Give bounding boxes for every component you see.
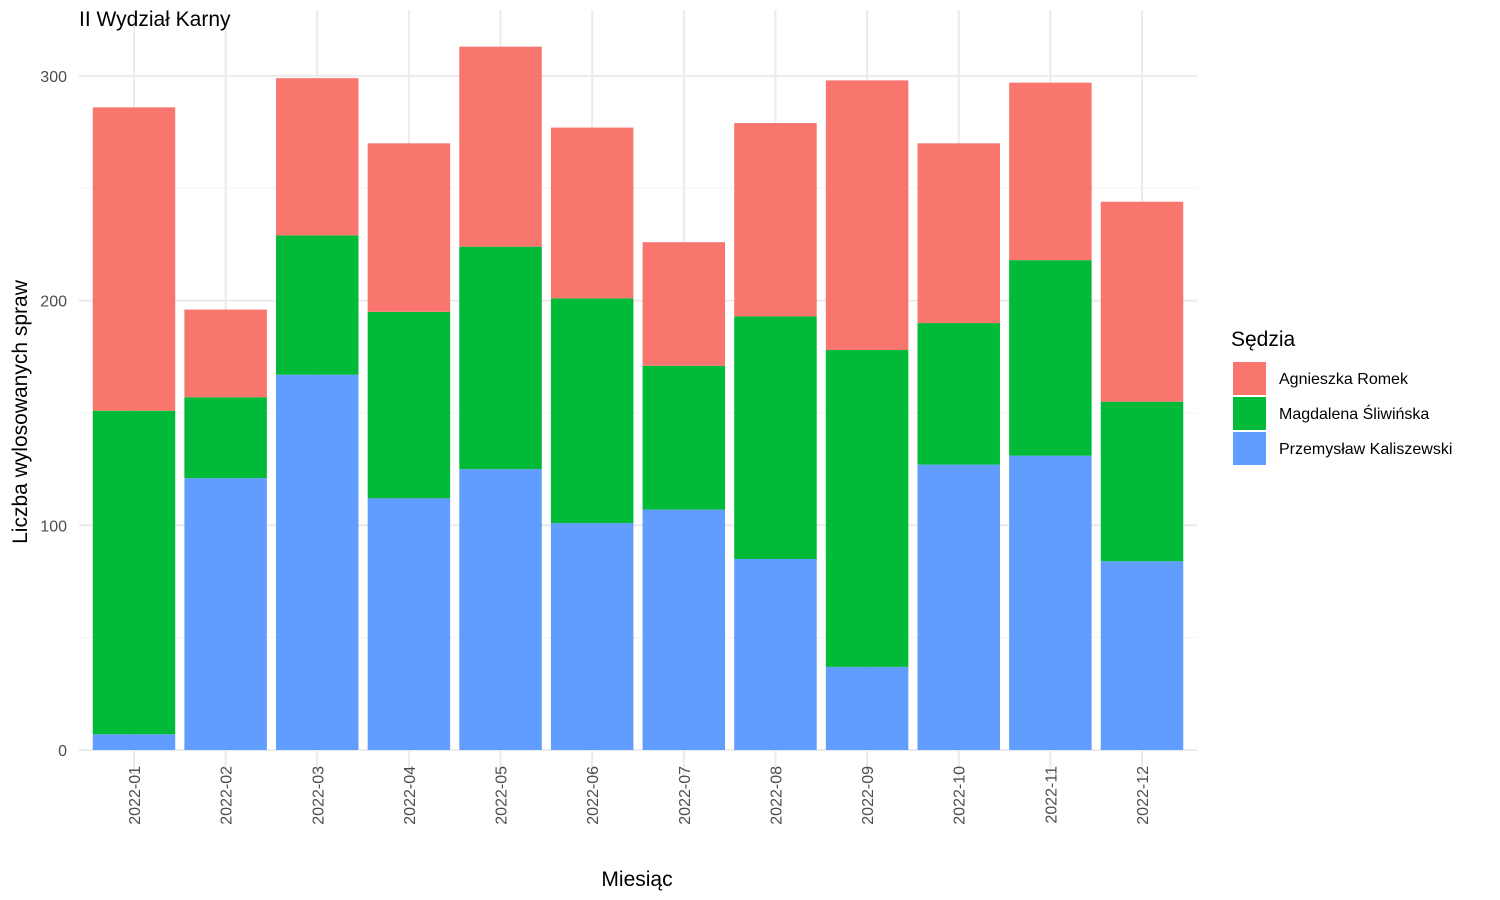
- legend-label: Przemysław Kaliszewski: [1279, 441, 1452, 458]
- bar-segment: [825, 666, 909, 750]
- bar-segment: [276, 374, 359, 750]
- y-axis-title: Liczba wylosowanych spraw: [9, 279, 32, 544]
- bar-segment: [734, 559, 817, 750]
- bar-segment: [459, 46, 542, 247]
- x-tick-label: 2022-01: [127, 766, 144, 825]
- bar-segment: [92, 734, 176, 750]
- x-tick-label: 2022-08: [768, 766, 785, 825]
- bar-segment: [1100, 201, 1184, 402]
- x-tick-label: 2022-11: [1043, 766, 1060, 824]
- x-tick-label: 2022-06: [585, 766, 602, 825]
- x-axis: 2022-01 2022-02 2022-03 2022-04 2022-05 2022-…: [127, 766, 1152, 825]
- bar-segment: [550, 127, 634, 299]
- bar-segment: [1100, 401, 1184, 562]
- legend-label: Magdalena Śliwińska: [1279, 404, 1429, 423]
- bar-segment: [550, 298, 634, 524]
- x-tick-label: 2022-04: [402, 766, 419, 825]
- bars-layer: [92, 46, 1184, 750]
- x-tick-label: 2022-05: [494, 766, 511, 825]
- bar-segment: [642, 242, 726, 366]
- x-tick-label: 2022-03: [310, 766, 327, 825]
- bar-segment: [184, 478, 267, 750]
- bar-segment: [184, 397, 267, 479]
- bar-segment: [550, 523, 634, 750]
- legend: Sędzia Agnieszka Romek Magdalena Śliwińsk…: [1231, 328, 1452, 465]
- x-tick-label: 2022-07: [677, 766, 694, 825]
- bar-segment: [734, 316, 817, 560]
- y-tick-label: 300: [40, 69, 67, 86]
- x-tick-label: 2022-02: [219, 766, 236, 825]
- bar-segment: [917, 464, 1000, 750]
- bar-segment: [367, 143, 451, 312]
- bar-segment: [92, 410, 176, 735]
- bar-segment: [459, 469, 542, 750]
- bar-segment: [459, 246, 542, 470]
- x-tick-label: 2022-12: [1135, 766, 1152, 825]
- y-tick-label: 200: [40, 294, 67, 311]
- bar-segment: [367, 311, 451, 499]
- bar-segment: [1009, 455, 1092, 750]
- y-tick-label: 0: [58, 743, 67, 760]
- legend-swatch: [1233, 432, 1266, 465]
- bar-segment: [1100, 561, 1184, 750]
- legend-title: Sędzia: [1231, 328, 1296, 351]
- bar-segment: [184, 309, 267, 398]
- x-tick-label: 2022-09: [860, 766, 877, 825]
- x-tick-label: 2022-10: [952, 766, 969, 825]
- bar-segment: [917, 143, 1000, 324]
- legend-items: Agnieszka Romek Magdalena Śliwińska Przemy…: [1233, 362, 1452, 465]
- bar-segment: [276, 235, 359, 375]
- x-axis-title: Miesiąc: [601, 868, 672, 891]
- bar-segment: [917, 323, 1000, 465]
- bar-segment: [276, 78, 359, 236]
- bar-segment: [642, 365, 726, 510]
- chart-title: II Wydział Karny: [79, 8, 231, 31]
- bar-segment: [734, 123, 817, 317]
- bar-segment: [642, 509, 726, 750]
- bar-segment: [825, 350, 909, 667]
- legend-swatch: [1233, 397, 1266, 430]
- bar-segment: [1009, 82, 1092, 261]
- legend-swatch: [1233, 362, 1266, 395]
- y-axis: 0 100 200 300: [40, 69, 67, 760]
- bar-segment: [1009, 260, 1092, 456]
- bar-segment: [825, 80, 909, 351]
- y-tick-label: 100: [40, 518, 67, 535]
- legend-label: Agnieszka Romek: [1279, 371, 1409, 388]
- bar-segment: [367, 498, 451, 750]
- bar-segment: [92, 107, 176, 411]
